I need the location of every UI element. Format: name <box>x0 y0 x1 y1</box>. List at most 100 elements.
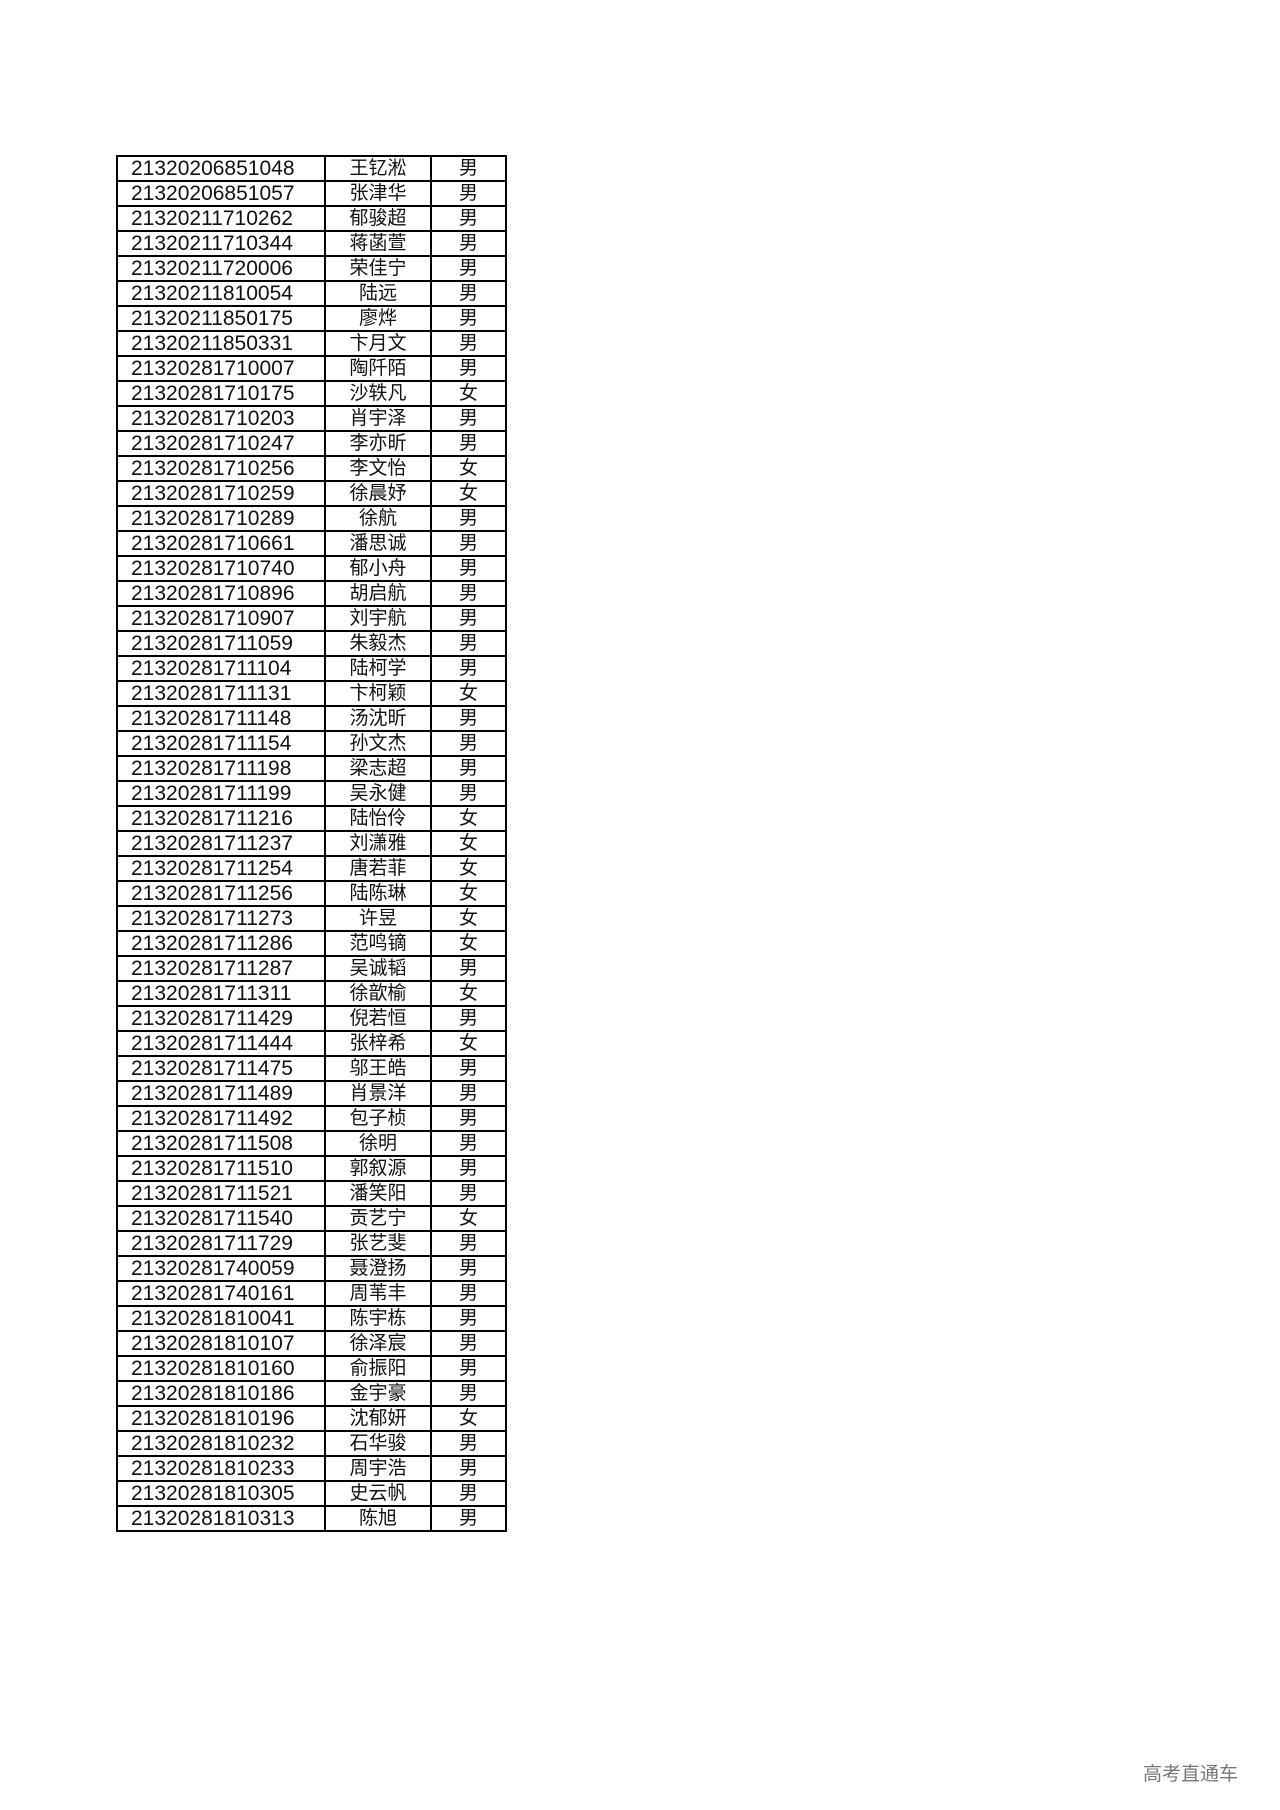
student-name-cell: 朱毅杰 <box>324 630 432 657</box>
exam-id-cell: 21320281711237 <box>116 830 326 857</box>
table-row: 21320281711729 张艺斐男 <box>116 1230 507 1257</box>
exam-id-cell: 21320281711131 <box>116 680 326 707</box>
table-row: 21320281810041 陈宇栋男 <box>116 1305 507 1332</box>
exam-id-cell: 21320281710289 <box>116 505 326 532</box>
table-row: 21320211810054 陆远男 <box>116 280 507 307</box>
student-name-cell: 孙文杰 <box>324 730 432 757</box>
exam-id-cell: 21320281810107 <box>116 1330 326 1357</box>
student-name-cell: 沈郁妍 <box>324 1405 432 1432</box>
exam-id-cell: 21320206851057 <box>116 180 326 207</box>
gender-cell: 男 <box>430 955 507 982</box>
gender-cell: 男 <box>430 305 507 332</box>
gender-cell: 男 <box>430 1155 507 1182</box>
student-name-cell: 范鸣镝 <box>324 930 432 957</box>
table-row: 21320281710007 陶阡陌男 <box>116 355 507 382</box>
exam-id-cell: 21320281711510 <box>116 1155 326 1182</box>
table-row: 21320206851048 王钇淞男 <box>116 155 507 182</box>
student-name-cell: 陆柯学 <box>324 655 432 682</box>
exam-id-cell: 21320281711286 <box>116 930 326 957</box>
table-row: 21320281810160 俞振阳男 <box>116 1355 507 1382</box>
student-roster-table: 21320206851048 王钇淞男 21320206851057 张津华男 2132… <box>116 155 507 1532</box>
gender-cell: 男 <box>430 1080 507 1107</box>
student-name-cell: 徐晨妤 <box>324 480 432 507</box>
gender-cell: 男 <box>430 405 507 432</box>
exam-id-cell: 21320281810233 <box>116 1455 326 1482</box>
student-name-cell: 陆远 <box>324 280 432 307</box>
exam-id-cell: 21320281711540 <box>116 1205 326 1232</box>
student-name-cell: 许昱 <box>324 905 432 932</box>
exam-id-cell: 21320281711273 <box>116 905 326 932</box>
student-name-cell: 陈宇栋 <box>324 1305 432 1332</box>
exam-id-cell: 21320281711489 <box>116 1080 326 1107</box>
gender-cell: 男 <box>430 280 507 307</box>
student-name-cell: 汤沈昕 <box>324 705 432 732</box>
table-row: 21320211710262 郁骏超男 <box>116 205 507 232</box>
student-name-cell: 李文怡 <box>324 455 432 482</box>
table-row: 21320281810107 徐泽宸男 <box>116 1330 507 1357</box>
exam-id-cell: 21320281711475 <box>116 1055 326 1082</box>
table-row: 21320281711475 邬王皓男 <box>116 1055 507 1082</box>
table-row: 21320281710896 胡启航男 <box>116 580 507 607</box>
table-row: 21320281711273 许昱女 <box>116 905 507 932</box>
table-row: 21320281711237 刘潇雅女 <box>116 830 507 857</box>
table-row: 21320281711154 孙文杰男 <box>116 730 507 757</box>
table-row: 21320281810196 沈郁妍女 <box>116 1405 507 1432</box>
table-row: 21320281710740 郁小舟男 <box>116 555 507 582</box>
exam-id-cell: 21320281711429 <box>116 1005 326 1032</box>
exam-id-cell: 21320281810041 <box>116 1305 326 1332</box>
exam-id-cell: 21320281710007 <box>116 355 326 382</box>
student-name-cell: 陆陈琳 <box>324 880 432 907</box>
watermark: 高考直通车 <box>1143 1763 1239 1785</box>
table-row: 21320281810233 周宇浩男 <box>116 1455 507 1482</box>
table-row: 21320281711198 梁志超男 <box>116 755 507 782</box>
exam-id-cell: 21320211720006 <box>116 255 326 282</box>
exam-id-cell: 21320281711492 <box>116 1105 326 1132</box>
student-name-cell: 廖烨 <box>324 305 432 332</box>
exam-id-cell: 21320206851048 <box>116 155 326 182</box>
gender-cell: 男 <box>430 1305 507 1332</box>
gender-cell: 男 <box>430 505 507 532</box>
table-row: 21320281711216 陆怡伶女 <box>116 805 507 832</box>
student-name-cell: 沙轶凡 <box>324 380 432 407</box>
exam-id-cell: 21320281711444 <box>116 1030 326 1057</box>
gender-cell: 女 <box>430 1405 507 1432</box>
gender-cell: 女 <box>430 830 507 857</box>
table-row: 21320281711254 唐若菲女 <box>116 855 507 882</box>
student-name-cell: 郁骏超 <box>324 205 432 232</box>
gender-cell: 女 <box>430 1030 507 1057</box>
table-row: 21320281740059 聂澄扬男 <box>116 1255 507 1282</box>
gender-cell: 女 <box>430 930 507 957</box>
gender-cell: 男 <box>430 780 507 807</box>
gender-cell: 男 <box>430 1230 507 1257</box>
exam-id-cell: 21320281711154 <box>116 730 326 757</box>
gender-cell: 男 <box>430 355 507 382</box>
exam-id-cell: 21320281711729 <box>116 1230 326 1257</box>
gender-cell: 男 <box>430 730 507 757</box>
student-name-cell: 陶阡陌 <box>324 355 432 382</box>
student-name-cell: 吴永健 <box>324 780 432 807</box>
exam-id-cell: 21320281710175 <box>116 380 326 407</box>
table-row: 21320281710661 潘思诚男 <box>116 530 507 557</box>
gender-cell: 男 <box>430 1330 507 1357</box>
exam-id-cell: 21320281711311 <box>116 980 326 1007</box>
exam-id-cell: 21320281740161 <box>116 1280 326 1307</box>
exam-id-cell: 21320281711256 <box>116 880 326 907</box>
student-name-cell: 唐若菲 <box>324 855 432 882</box>
gender-cell: 男 <box>430 555 507 582</box>
student-name-cell: 陆怡伶 <box>324 805 432 832</box>
gender-cell: 男 <box>430 255 507 282</box>
student-name-cell: 李亦昕 <box>324 430 432 457</box>
table-row: 21320281711540 贡艺宁女 <box>116 1205 507 1232</box>
exam-id-cell: 21320281711254 <box>116 855 326 882</box>
gender-cell: 男 <box>430 630 507 657</box>
table-row: 21320281711489 肖景洋男 <box>116 1080 507 1107</box>
table-row: 21320281740161 周苇丰男 <box>116 1280 507 1307</box>
table-row: 21320281711429 倪若恒男 <box>116 1005 507 1032</box>
exam-id-cell: 21320281740059 <box>116 1255 326 1282</box>
student-name-cell: 邬王皓 <box>324 1055 432 1082</box>
gender-cell: 男 <box>430 1055 507 1082</box>
gender-cell: 女 <box>430 980 507 1007</box>
gender-cell: 男 <box>430 1480 507 1507</box>
table-row: 21320281711492 包子桢男 <box>116 1105 507 1132</box>
student-name-cell: 郁小舟 <box>324 555 432 582</box>
